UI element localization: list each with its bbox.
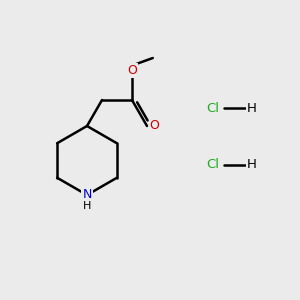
Text: Cl: Cl	[206, 101, 220, 115]
Text: H: H	[83, 201, 91, 211]
Text: O: O	[127, 64, 137, 76]
Text: H: H	[247, 158, 257, 172]
Text: N: N	[82, 188, 92, 202]
Text: H: H	[247, 101, 257, 115]
Text: Cl: Cl	[206, 158, 220, 172]
Text: O: O	[150, 119, 159, 133]
